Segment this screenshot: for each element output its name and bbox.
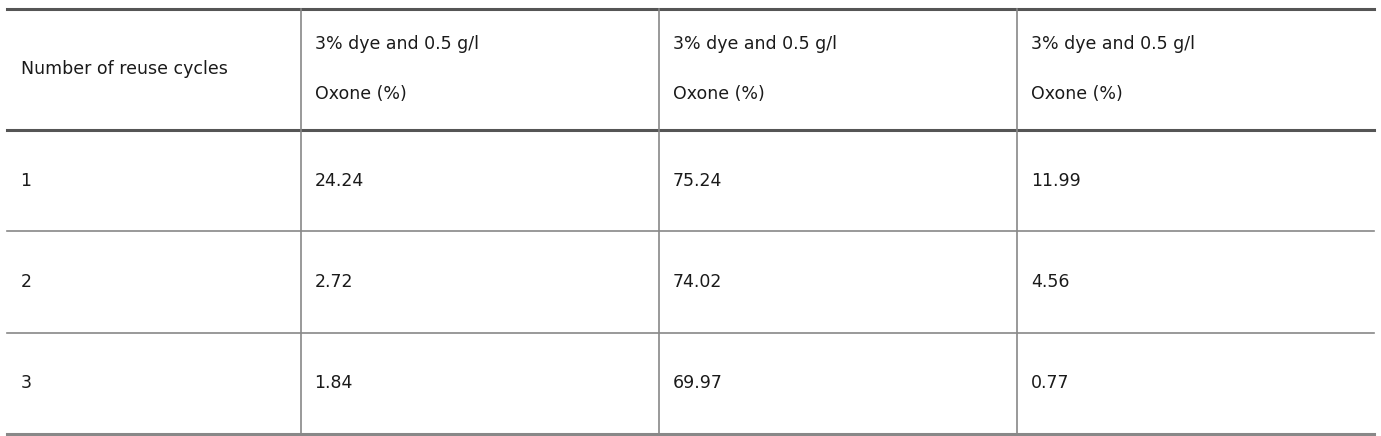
Text: 3% dye and 0.5 g/l

Oxone (%): 3% dye and 0.5 g/l Oxone (%) xyxy=(315,35,479,103)
Text: 1: 1 xyxy=(21,171,32,190)
Text: 3: 3 xyxy=(21,374,32,392)
Text: Number of reuse cycles: Number of reuse cycles xyxy=(21,60,228,78)
Text: 1.84: 1.84 xyxy=(315,374,354,392)
Text: 69.97: 69.97 xyxy=(673,374,722,392)
Text: 24.24: 24.24 xyxy=(315,171,363,190)
Text: 0.77: 0.77 xyxy=(1032,374,1069,392)
Text: 3% dye and 0.5 g/l

Oxone (%): 3% dye and 0.5 g/l Oxone (%) xyxy=(1032,35,1195,103)
Text: 2: 2 xyxy=(21,273,32,291)
Text: 3% dye and 0.5 g/l

Oxone (%): 3% dye and 0.5 g/l Oxone (%) xyxy=(673,35,837,103)
Text: 2.72: 2.72 xyxy=(315,273,354,291)
Text: 11.99: 11.99 xyxy=(1032,171,1081,190)
Text: 74.02: 74.02 xyxy=(673,273,722,291)
Text: 4.56: 4.56 xyxy=(1032,273,1069,291)
Text: 75.24: 75.24 xyxy=(673,171,722,190)
